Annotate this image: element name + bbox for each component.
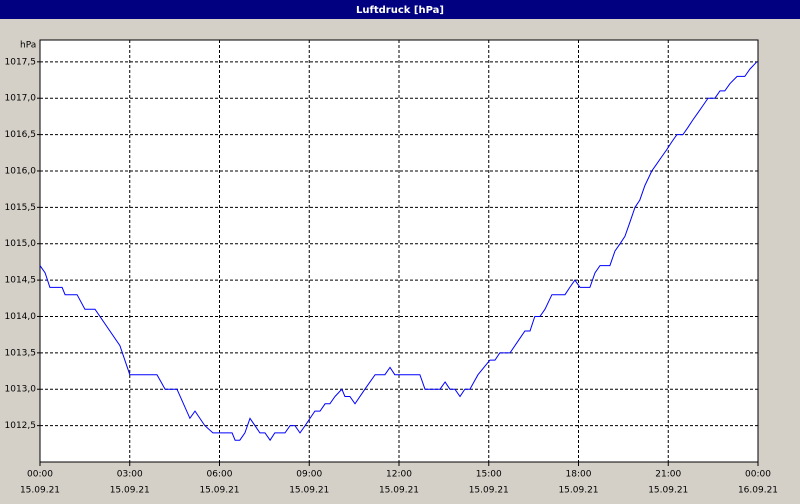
x-tick-date: 16.09.21 <box>738 486 778 496</box>
x-tick-date: 15.09.21 <box>110 486 150 496</box>
y-tick-label: 1014,5 <box>5 276 37 286</box>
y-tick-label: 1013,5 <box>5 348 37 358</box>
x-tick-date: 15.09.21 <box>289 486 329 496</box>
x-tick-date: 15.09.21 <box>20 486 60 496</box>
x-tick-label: 09:00 <box>296 470 322 480</box>
x-tick-label: 00:00 <box>745 470 771 480</box>
title-bar <box>0 0 800 19</box>
x-tick-label: 18:00 <box>566 470 592 480</box>
x-tick-date: 15.09.21 <box>199 486 239 496</box>
x-tick-label: 00:00 <box>27 470 53 480</box>
y-tick-label: 1016,0 <box>5 166 37 176</box>
y-tick-label: 1015,5 <box>5 203 37 213</box>
line-series <box>39 61 758 442</box>
x-tick-label: 21:00 <box>655 470 681 480</box>
y-tick-label: 1017,0 <box>5 94 37 104</box>
x-tick-label: 12:00 <box>386 470 412 480</box>
y-tick-label: 1015,0 <box>5 239 37 249</box>
y-unit: hPa <box>20 41 36 51</box>
x-tick-label: 03:00 <box>117 470 143 480</box>
x-tick-date: 15.09.21 <box>558 486 598 496</box>
y-tick-label: 1016,5 <box>5 130 37 140</box>
y-tick-label: 1012,5 <box>5 421 37 431</box>
y-tick-label: 1014,0 <box>5 312 37 322</box>
y-tick-label: 1017,5 <box>5 57 37 67</box>
chart-title: Luftdruck [hPa] <box>356 5 444 16</box>
x-tick-date: 15.09.21 <box>379 486 419 496</box>
x-tick-date: 15.09.21 <box>648 486 688 496</box>
x-tick-date: 15.09.21 <box>469 486 509 496</box>
y-tick-label: 1013,0 <box>5 385 37 395</box>
x-tick-label: 06:00 <box>207 470 233 480</box>
x-tick-label: 15:00 <box>476 470 502 480</box>
